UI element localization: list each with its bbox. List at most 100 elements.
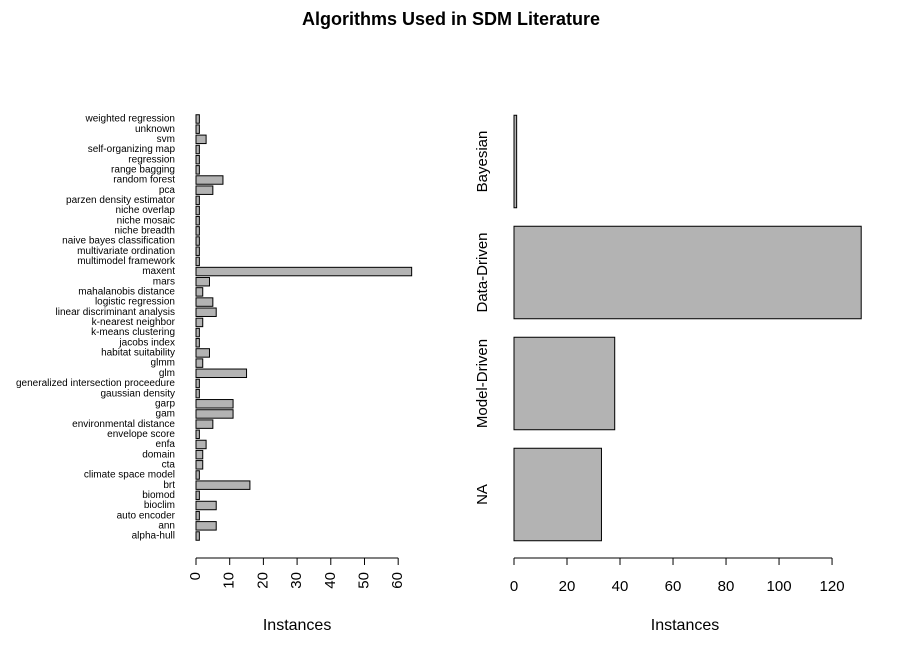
category-label: climate space model [84, 470, 175, 481]
x-tick-label: 100 [767, 578, 792, 595]
category-label: self-organizing map [88, 144, 176, 155]
bar [195, 297, 214, 307]
category-label: logistic regression [95, 297, 175, 308]
bar [195, 195, 200, 206]
bar [195, 378, 200, 389]
x-tick-label: 30 [288, 572, 305, 589]
bar [195, 388, 200, 399]
x-tick-label: 0 [510, 578, 518, 595]
bar [195, 144, 200, 155]
category-label: pca [159, 185, 176, 196]
category-label: auto encoder [117, 510, 176, 521]
bar [195, 215, 200, 226]
bar [513, 336, 616, 431]
bar [195, 226, 200, 236]
bar [195, 429, 200, 440]
bar [195, 246, 200, 256]
bar [195, 236, 200, 246]
category-label: Data-Driven [474, 232, 491, 312]
category-label: glmm [151, 358, 175, 369]
category-label: generalized intersection proceedure [16, 378, 175, 389]
category-label: alpha-hull [132, 531, 175, 542]
category-label: parzen density estimator [66, 195, 176, 206]
bar [195, 490, 200, 501]
category-label: enfa [156, 439, 176, 450]
category-label: gaussian density [101, 388, 176, 399]
x-tick-label: 50 [355, 572, 372, 589]
bar [195, 510, 200, 521]
category-label: ann [158, 520, 175, 531]
chart-title: Algorithms Used in SDM Literature [302, 9, 600, 29]
bar [195, 327, 200, 338]
x-tick-label: 20 [559, 578, 576, 595]
bar [195, 317, 204, 328]
category-label: multimodel framework [77, 256, 176, 267]
category-label: mars [153, 276, 175, 287]
category-label: gam [156, 409, 175, 420]
bar [195, 470, 200, 480]
category-label: niche breadth [114, 226, 175, 237]
bar [195, 185, 214, 195]
category-label: k-nearest neighbor [92, 317, 176, 328]
bar [513, 114, 518, 209]
bar [195, 287, 204, 297]
bar [195, 419, 214, 429]
category-label: k-means clustering [91, 327, 175, 338]
bar [195, 276, 210, 287]
category-label: niche overlap [116, 205, 176, 216]
bar [195, 266, 413, 277]
category-label: cta [162, 459, 176, 470]
x-tick-label: 60 [389, 572, 406, 589]
bar [195, 399, 234, 409]
category-label: brt [163, 480, 175, 491]
category-label: glm [159, 368, 175, 379]
bar [195, 256, 200, 267]
category-label: Bayesian [474, 131, 491, 193]
bar [195, 165, 200, 175]
bar [195, 480, 251, 490]
category-label: weighted regression [85, 114, 176, 125]
bar [195, 124, 200, 134]
bar [195, 531, 200, 541]
category-label: regression [128, 154, 175, 165]
category-label: environmental distance [72, 419, 175, 430]
category-label: NA [474, 484, 491, 505]
x-tick-label: 60 [665, 578, 682, 595]
category-label: linear discriminant analysis [56, 307, 176, 318]
bar [195, 521, 217, 531]
category-label: unknown [135, 124, 175, 135]
bar [195, 460, 204, 470]
x-tick-label: 120 [820, 578, 845, 595]
bar [195, 409, 234, 419]
bar [195, 205, 200, 216]
x-axis-label: Instances [651, 617, 719, 634]
category-label: svm [157, 134, 175, 145]
category-label: Model-Driven [474, 339, 491, 428]
bar [513, 225, 862, 320]
category-label: naive bayes classification [62, 236, 175, 247]
x-axis-label: Instances [263, 617, 331, 634]
bar [195, 348, 210, 358]
category-label: bioclim [144, 500, 175, 511]
category-label: multivariate ordination [77, 246, 175, 257]
x-tick-label: 0 [187, 572, 204, 580]
category-label: random forest [113, 175, 175, 186]
category-label: biomod [142, 490, 175, 501]
category-label: maxent [142, 266, 175, 277]
bar [195, 154, 200, 165]
bar [195, 439, 207, 450]
x-tick-label: 40 [612, 578, 629, 595]
x-tick-label: 40 [322, 572, 339, 589]
bar [195, 114, 200, 124]
bar [195, 307, 217, 317]
category-label: garp [155, 398, 175, 409]
bar [195, 338, 200, 348]
x-tick-label: 10 [221, 572, 238, 589]
bar [513, 447, 602, 542]
category-label: mahalanobis distance [78, 287, 175, 298]
category-label: range bagging [111, 164, 175, 175]
category-label: niche mosaic [117, 215, 175, 226]
bar [195, 134, 207, 145]
